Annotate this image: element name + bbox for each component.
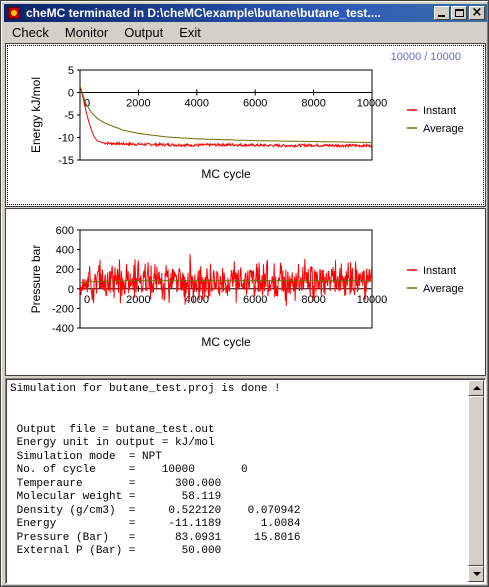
title-bar[interactable]: cheMC terminated in D:\cheMC\example\but… <box>4 4 487 22</box>
y-tick-label: 0 <box>68 88 74 100</box>
output-line: Molecular weight = 58.119 <box>10 491 222 503</box>
x-tick-label: 6000 <box>243 98 267 110</box>
close-button[interactable]: × <box>469 5 485 20</box>
plot-area <box>79 69 373 161</box>
x-tick-label: 6000 <box>243 294 267 306</box>
scroll-thumb[interactable] <box>468 396 484 566</box>
menu-exit[interactable]: Exit <box>179 25 201 40</box>
menu-bar: Check Monitor Output Exit <box>4 23 487 42</box>
series-line-instant <box>80 85 372 149</box>
minimize-icon <box>438 15 445 17</box>
x-tick-label: 0 <box>84 98 90 110</box>
output-line <box>10 397 470 411</box>
scroll-up-button[interactable] <box>468 380 484 396</box>
y-tick-label: 400 <box>56 245 74 257</box>
y-axis-label: Pressure bar <box>29 245 43 314</box>
output-line: Density (g/cm3) = 0.522120 0.070942 <box>10 504 301 517</box>
energy-chart: 0 2000 4000 6000 8000 10000 5 0 -5 -10 -15 MC cycle… <box>29 65 464 181</box>
window-title: cheMC terminated in D:\cheMC\example\but… <box>26 6 381 20</box>
output-line: External P (Bar) = 50.000 <box>10 545 222 557</box>
y-tick-label: -10 <box>58 133 74 145</box>
x-tick-label: 0 <box>84 294 90 306</box>
scroll-down-button[interactable] <box>468 566 484 582</box>
maximize-icon <box>455 9 464 17</box>
series-line-average <box>80 280 372 284</box>
minimize-button[interactable] <box>434 6 450 20</box>
y-axis-label: Energy kJ/mol <box>29 77 43 153</box>
menu-check[interactable]: Check <box>12 25 49 40</box>
y-tick-label: 200 <box>56 264 74 276</box>
series-line-average <box>80 85 372 143</box>
y-tick-label: -200 <box>52 303 74 315</box>
y-tick-label: -5 <box>64 110 74 122</box>
app-icon[interactable] <box>7 6 21 20</box>
output-line <box>10 410 470 424</box>
x-axis-label: MC cycle <box>201 167 251 181</box>
pressure-chart-panel[interactable]: 0 2000 4000 6000 8000 10000 600 400 200 0 -200 -400… <box>5 208 486 376</box>
x-tick-label: 10000 <box>357 98 388 110</box>
series-line-instant <box>80 254 372 306</box>
output-line: Simulation mode = NPT <box>10 450 162 463</box>
pressure-chart: 0 2000 4000 6000 8000 100006004002000-200-400… <box>29 225 464 349</box>
x-tick-label: 8000 <box>301 98 325 110</box>
output-line: Output file = butane_test.out <box>10 423 215 436</box>
output-textbox[interactable]: Simulation for butane_test.proj is done … <box>5 378 486 584</box>
output-line: No. of cycle = 10000 0 <box>10 464 248 476</box>
close-icon: × <box>471 5 483 20</box>
output-line: Energy unit in output = kJ/mol <box>10 437 215 449</box>
legend-label: Instant <box>423 265 456 277</box>
arrow-down-icon <box>473 572 481 576</box>
legend-label: Average <box>423 123 464 135</box>
x-tick-label: 4000 <box>185 98 209 110</box>
output-line: Simulation for butane_test.proj is done … <box>10 383 281 395</box>
output-line: Pressure (Bar) = 83.0931 15.8016 <box>10 531 301 544</box>
y-tick-label: -400 <box>52 323 74 335</box>
x-tick-label: 10000 <box>357 294 388 306</box>
maximize-button[interactable] <box>451 6 467 20</box>
cycle-counter: 10000 / 10000 <box>390 51 461 63</box>
output-text[interactable]: Simulation for butane_test.proj is done … <box>10 383 470 559</box>
vertical-scrollbar[interactable] <box>468 380 484 582</box>
output-line: Temperaure = 300.000 <box>10 477 222 490</box>
menu-output[interactable]: Output <box>124 25 164 40</box>
legend-label: Average <box>423 283 464 295</box>
y-tick-label: -15 <box>58 155 74 167</box>
energy-chart-panel[interactable]: 10000 / 10000 0 2000 4000 6000 8000 10000 5 0 -5… <box>5 43 486 207</box>
y-tick-label: 600 <box>56 225 74 237</box>
x-tick-label: 2000 <box>126 294 150 306</box>
y-tick-label: 0 <box>68 284 74 296</box>
x-tick-label: 2000 <box>126 98 150 110</box>
arrow-up-icon <box>473 386 481 390</box>
menu-monitor[interactable]: Monitor <box>64 25 109 40</box>
y-tick-label: 5 <box>68 65 74 77</box>
x-axis-label: MC cycle <box>201 335 251 349</box>
legend-label: Instant <box>423 105 456 117</box>
output-line: Energy = -11.1189 1.0084 <box>10 518 301 530</box>
